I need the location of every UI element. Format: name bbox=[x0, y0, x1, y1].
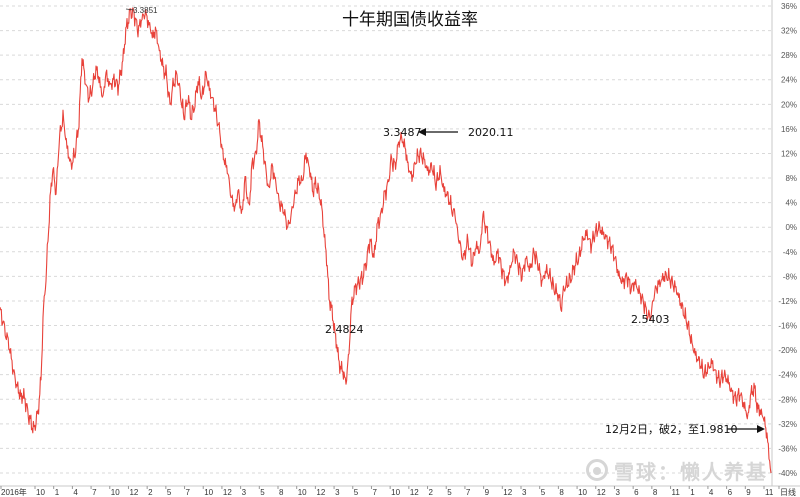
x-tick-label: 日线 bbox=[780, 487, 796, 497]
x-tick-label: 7 bbox=[186, 488, 191, 497]
x-tick-label: 1 bbox=[690, 488, 695, 497]
x-axis-ticks: 2016年 10 1 4 7 10 12 2 5 7 10 12 3 5 8 10 12 3 5 7 10 12 2 5 7 9 1… bbox=[0, 486, 796, 497]
x-tick-label: 12 bbox=[316, 488, 325, 497]
x-tick-label: 12 bbox=[503, 488, 512, 497]
y-tick-label: -24% bbox=[778, 371, 797, 380]
y-tick-label: -12% bbox=[778, 297, 797, 306]
x-tick-label: 9 bbox=[485, 488, 490, 497]
x-tick-label: 8 bbox=[279, 488, 284, 497]
x-tick-label: 3 bbox=[522, 488, 527, 497]
series-line bbox=[0, 7, 772, 474]
x-tick-label: 1 bbox=[55, 488, 60, 497]
y-tick-label: -4% bbox=[783, 248, 797, 257]
y-tick-label: 4% bbox=[785, 199, 797, 208]
x-tick-label: 10 bbox=[391, 488, 400, 497]
y-tick-label: -32% bbox=[778, 420, 797, 429]
y-tick-label: 32% bbox=[781, 27, 797, 36]
annotation-date-2020: 2020.11 bbox=[468, 126, 514, 139]
x-tick-label: 3 bbox=[335, 488, 340, 497]
y-tick-label: 16% bbox=[781, 125, 797, 134]
y-tick-label: 24% bbox=[781, 76, 797, 85]
x-tick-label: 8 bbox=[559, 488, 564, 497]
annotation-latest: 12月2日，破2，至1.9810 bbox=[605, 422, 737, 436]
y-tick-label: 12% bbox=[781, 149, 797, 158]
x-tick-label: 3 bbox=[242, 488, 247, 497]
x-tick-label: 4 bbox=[709, 488, 714, 497]
x-tick-label: 2016年 bbox=[1, 487, 27, 497]
x-tick-label: 7 bbox=[372, 488, 377, 497]
annotation-peak-2020: 3.3487 bbox=[383, 126, 422, 139]
y-axis-ticks: 36% 32% 28% 24% 20% 16% 12% 8% 4% 0% -4% -8% -12% -16… bbox=[778, 2, 797, 478]
x-tick-label: 6 bbox=[634, 488, 639, 497]
chart-title: 十年期国债收益率 bbox=[342, 10, 478, 30]
annotation-low-2022: 2.5403 bbox=[631, 313, 670, 326]
x-tick-label: 9 bbox=[746, 488, 751, 497]
x-tick-label: 12 bbox=[129, 488, 138, 497]
x-tick-label: 5 bbox=[354, 488, 359, 497]
y-tick-label: -28% bbox=[778, 395, 797, 404]
y-tick-label: -8% bbox=[783, 272, 797, 281]
x-tick-label: 7 bbox=[92, 488, 97, 497]
x-tick-label: 12 bbox=[223, 488, 232, 497]
y-tick-label: -36% bbox=[778, 444, 797, 453]
x-tick-label: 5 bbox=[167, 488, 172, 497]
y-tick-label: 20% bbox=[781, 100, 797, 109]
y-tick-label: -16% bbox=[778, 322, 797, 331]
y-tick-label: 36% bbox=[781, 2, 797, 11]
x-tick-label: 6 bbox=[728, 488, 733, 497]
x-tick-label: 11 bbox=[672, 488, 681, 497]
y-tick-label: 0% bbox=[785, 223, 797, 232]
x-tick-label: 11 bbox=[765, 488, 774, 497]
annotation-low-2020: 2.4824 bbox=[325, 323, 364, 336]
annotation-peak-2018: 3.3851 bbox=[133, 6, 158, 15]
x-tick-label: 10 bbox=[36, 488, 45, 497]
peak-marker-arrow bbox=[125, 8, 135, 11]
x-tick-label: 2 bbox=[429, 488, 434, 497]
y-tick-label: -40% bbox=[778, 469, 797, 478]
y-tick-label: 8% bbox=[785, 174, 797, 183]
x-tick-label: 3 bbox=[615, 488, 620, 497]
arrow-head-latest bbox=[757, 425, 765, 433]
x-tick-label: 10 bbox=[204, 488, 213, 497]
arrow-head-2020 bbox=[418, 128, 426, 136]
x-tick-label: 12 bbox=[597, 488, 606, 497]
x-tick-label: 10 bbox=[298, 488, 307, 497]
x-tick-label: 10 bbox=[111, 488, 120, 497]
y-tick-label: -20% bbox=[778, 346, 797, 355]
x-tick-label: 4 bbox=[73, 488, 78, 497]
x-tick-label: 8 bbox=[653, 488, 658, 497]
x-tick-label: 5 bbox=[541, 488, 546, 497]
x-tick-label: 2 bbox=[148, 488, 153, 497]
x-tick-label: 5 bbox=[447, 488, 452, 497]
x-tick-label: 12 bbox=[410, 488, 419, 497]
x-tick-label: 5 bbox=[260, 488, 265, 497]
x-tick-label: 10 bbox=[578, 488, 587, 497]
x-tick-label: 7 bbox=[466, 488, 471, 497]
y-tick-label: 28% bbox=[781, 51, 797, 60]
